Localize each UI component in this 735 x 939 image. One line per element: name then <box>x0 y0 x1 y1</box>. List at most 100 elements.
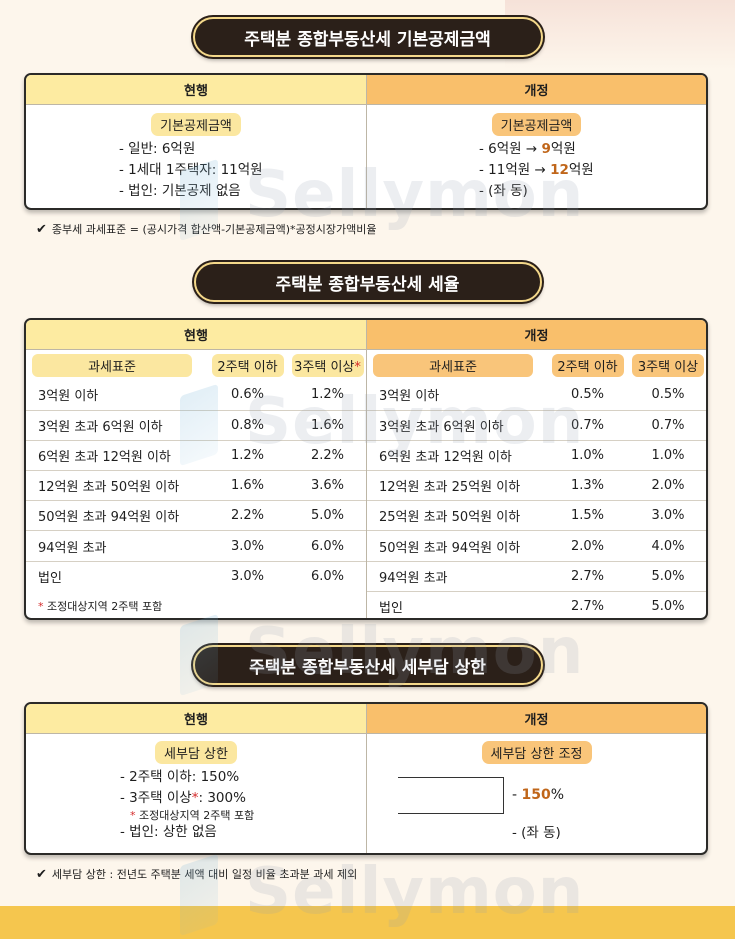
rate-cell: 1.6% <box>206 470 289 502</box>
tax-bracket-cell: 3억원 초과 6억원 이하 <box>367 410 545 441</box>
column-header: 2주택 이하 <box>551 353 624 377</box>
section1-revised-tag: 기본공제금액 <box>491 113 582 136</box>
check-icon: ✔ <box>36 221 47 237</box>
section1-title: 주택분 종합부동산세 기본공제금액 <box>192 17 543 57</box>
rate-cell: 3.0% <box>230 568 265 584</box>
column-header: 과세표준 <box>373 353 533 377</box>
section3-revised-col: 세부담 상한 조정 - 150% - (좌 동) <box>367 734 706 853</box>
section3-table: 현행 개정 세부담 상한 - 2주택 이하: 150% - 3주택 이상*: 3… <box>24 702 708 855</box>
rate-cell: 5.0% <box>630 561 706 592</box>
table-row: 3억원 이하 0.5% 0.5% <box>367 380 706 411</box>
section3-revised-tag: 세부담 상한 조정 <box>481 741 592 764</box>
section1-current-col: 기본공제금액 - 일반: 6억원 - 1세대 1주택자: 11억원 - 법인: … <box>26 105 367 208</box>
table-row: 12억원 초과 25억원 이하 1.3% 2.0% <box>367 470 706 502</box>
section3-header-row: 현행 개정 <box>26 704 706 734</box>
table-row: 3억원 초과 6억원 이하 0.8% 1.6% <box>26 410 366 441</box>
rate-cell: 3.0% <box>206 530 289 562</box>
rate-cell: 2.7% <box>545 561 630 592</box>
rate-cell: 6.0% <box>289 530 366 562</box>
section2-header-row: 현행 개정 <box>26 320 706 350</box>
table-row: 25억원 초과 50억원 이하 1.5% 3.0% <box>367 500 706 532</box>
section1-revised-col: 기본공제금액 - 6억원 → 9억원 - 11억원 → 12억원 - (좌 동) <box>367 105 706 208</box>
rate-cell: 3.0% <box>630 500 706 532</box>
list-item: - (좌 동) <box>479 183 528 199</box>
section2-current-col: 과세표준 2주택 이하 3주택 이상* 3억원 이하 0.6% 1.2% 3억원 초과… <box>26 350 367 618</box>
tax-bracket-cell: 50억원 초과 94억원 이하 <box>26 500 206 532</box>
section2-revised-col: 과세표준 2주택 이하 3주택 이상 3억원 이하 0.5% 0.5% 3억원 초과 … <box>367 350 706 618</box>
rate-cell: 0.7% <box>630 410 706 441</box>
list-item: - 3주택 이상*: 300% <box>120 790 246 806</box>
list-subnote: * 조정대상지역 2주택 포함 <box>130 809 255 822</box>
rate-cell: 5.0% <box>651 599 685 615</box>
section2-revised-header: 개정 <box>367 320 706 349</box>
table-row: 94억원 초과 2.7% 5.0% <box>367 561 706 592</box>
rate-cell: 1.5% <box>545 500 630 532</box>
list-item: - 1세대 1주택자: 11억원 <box>119 162 263 178</box>
tax-bracket-cell: 3억원 이하 <box>26 380 206 411</box>
section1-note-text: 종부세 과세표준 = (공시가격 합산액-기본공제금액)*공정시장가액비율 <box>51 223 377 236</box>
tax-bracket-cell: 12억원 초과 50억원 이하 <box>26 470 206 502</box>
rate-cell: 0.5% <box>630 380 706 411</box>
tax-bracket-cell: 12억원 초과 25억원 이하 <box>367 470 545 502</box>
column-header: 과세표준 <box>32 353 192 377</box>
table-row: 12억원 초과 50억원 이하 1.6% 3.6% <box>26 470 366 502</box>
section1-revised-header: 개정 <box>367 75 706 104</box>
list-item: - 2주택 이하: 150% <box>120 769 240 785</box>
rate-cell: 1.0% <box>630 440 706 472</box>
section1-revised-list: - 6억원 → 9억원 - 11억원 → 12억원 - (좌 동) <box>479 139 706 202</box>
list-item: - 법인: 상한 없음 <box>120 824 217 840</box>
section1-header-row: 현행 개정 <box>26 75 706 105</box>
tax-bracket-cell: 50억원 초과 94억원 이하 <box>367 530 545 562</box>
column-header: 3주택 이상 <box>632 353 704 377</box>
rate-cell: 1.6% <box>289 410 366 441</box>
list-item: - 법인: 기본공제 없음 <box>119 183 241 199</box>
table-row: 법인 2.7% 5.0% <box>367 591 706 618</box>
rate-cell: 2.2% <box>206 500 289 532</box>
table-row: 6억원 초과 12억원 이하 1.2% 2.2% <box>26 440 366 472</box>
section1-current-tag: 기본공제금액 <box>151 113 241 136</box>
rate-cell: 3.6% <box>289 470 366 502</box>
table-row: 50억원 초과 94억원 이하 2.2% 5.0% <box>26 500 366 532</box>
column-header: 2주택 이하 <box>211 353 284 377</box>
rate-cell: 2.0% <box>545 530 630 562</box>
rate-cell: 5.0% <box>289 500 366 532</box>
section1-current-header: 현행 <box>26 75 367 104</box>
tax-bracket-cell: 25억원 초과 50억원 이하 <box>367 500 545 532</box>
table-row: 6억원 초과 12억원 이하 1.0% 1.0% <box>367 440 706 472</box>
section3-current-header: 현행 <box>26 704 367 733</box>
rate-cell: 6.0% <box>310 568 345 584</box>
check-icon: ✔ <box>36 866 47 882</box>
tax-bracket-cell: 6억원 초과 12억원 이하 <box>367 440 545 472</box>
current-rate-table: 과세표준 2주택 이하 3주택 이상* 3억원 이하 0.6% 1.2% 3억원 초과… <box>26 350 366 618</box>
section1-note: ✔ 종부세 과세표준 = (공시가격 합산액-기본공제금액)*공정시장가액비율 <box>36 221 377 237</box>
tax-bracket-cell: 6억원 초과 12억원 이하 <box>26 440 206 472</box>
tax-bracket-cell: 3억원 초과 6억원 이하 <box>26 410 206 441</box>
section3-note: ✔ 세부담 상한 : 전년도 주택분 세액 대비 일정 비율 초과분 과세 제외 <box>36 866 357 882</box>
revised-rate-table: 과세표준 2주택 이하 3주택 이상 3억원 이하 0.5% 0.5% 3억원 초과 … <box>367 350 706 618</box>
rate-cell: 2.2% <box>289 440 366 472</box>
section2-current-header: 현행 <box>26 320 367 349</box>
section3-revised-header: 개정 <box>367 704 706 733</box>
list-item: - 6억원 → 9억원 <box>479 141 576 157</box>
section1-current-list: - 일반: 6억원 - 1세대 1주택자: 11억원 - 법인: 기본공제 없음 <box>119 139 366 202</box>
section3-note-text: 세부담 상한 : 전년도 주택분 세액 대비 일정 비율 초과분 과세 제외 <box>51 868 358 881</box>
rate-cell: 1.2% <box>289 380 366 411</box>
rate-cell: 2.7% <box>570 599 605 615</box>
section3-title: 주택분 종합부동산세 세부담 상한 <box>192 645 543 685</box>
tax-bracket-cell: 3억원 이하 <box>367 380 545 411</box>
section2-table: 현행 개정 과세표준 2주택 이하 3주택 이상* 3억원 이하 0.6% 1.2%… <box>24 318 708 620</box>
tax-bracket-cell: 법인 <box>38 570 62 586</box>
section3-current-list: - 2주택 이하: 150% - 3주택 이상*: 300% * 조정대상지역 … <box>120 767 366 843</box>
bracket-connector <box>398 777 504 814</box>
rate-cell: 0.5% <box>545 380 630 411</box>
section3-current-col: 세부담 상한 - 2주택 이하: 150% - 3주택 이상*: 300% * … <box>26 734 367 853</box>
table-row: 3억원 이하 0.6% 1.2% <box>26 380 366 411</box>
rate-cell: 0.8% <box>206 410 289 441</box>
rate-cell: 4.0% <box>630 530 706 562</box>
rate-cell: 1.3% <box>545 470 630 502</box>
section1-table: 현행 개정 기본공제금액 - 일반: 6억원 - 1세대 1주택자: 11억원 … <box>24 73 708 210</box>
list-item: - 11억원 → 12억원 <box>479 162 594 178</box>
rate-cell: 1.2% <box>206 440 289 472</box>
rate-cell: 2.0% <box>630 470 706 502</box>
section3-current-tag: 세부담 상한 <box>155 741 237 764</box>
